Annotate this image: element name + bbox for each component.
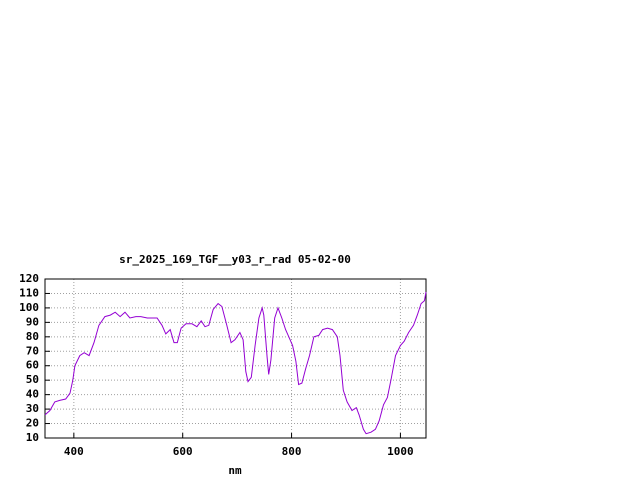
y-tick-label: 60 [26, 359, 39, 372]
plot-border [44, 278, 427, 439]
chart-title: sr_2025_169_TGF__y03_r_rad 05-02-00 [119, 253, 351, 266]
y-tick-label: 40 [26, 388, 39, 401]
y-tick-label: 80 [26, 330, 39, 343]
x-tick-label: 800 [282, 445, 302, 458]
y-tick-label: 10 [26, 431, 39, 444]
x-tick-label: 400 [64, 445, 84, 458]
y-tick-label: 110 [19, 286, 39, 299]
x-tick-label: 1000 [387, 445, 414, 458]
y-tick-label: 90 [26, 315, 39, 328]
x-tick-label: 600 [173, 445, 193, 458]
y-tick-label: 70 [26, 344, 39, 357]
y-tick-label: 100 [19, 301, 39, 314]
y-tick-label: 20 [26, 417, 39, 430]
data-line [44, 291, 427, 435]
y-tick-label: 30 [26, 402, 39, 415]
x-axis-label: nm [228, 464, 242, 477]
y-tick-label: 120 [19, 272, 39, 285]
y-tick-label: 50 [26, 373, 39, 386]
